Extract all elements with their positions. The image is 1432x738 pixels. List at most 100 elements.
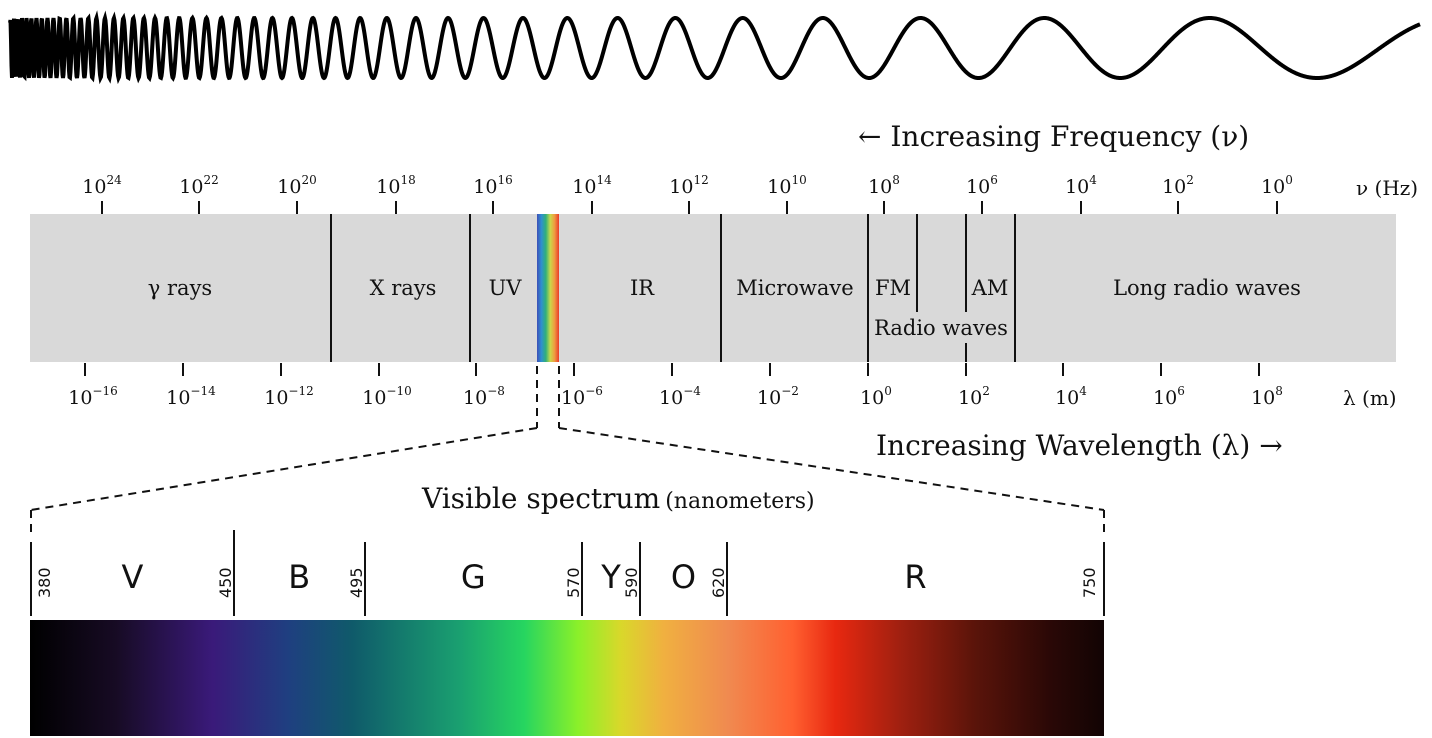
visible-color-letter: O (670, 558, 697, 596)
tick-exponent: 10 (791, 173, 807, 187)
wavelength-tick-label: 10−4 (659, 384, 701, 409)
wavelength-tick (475, 363, 477, 376)
wavelength-tick-label: 102 (958, 384, 990, 409)
frequency-tick-label: 100 (1261, 173, 1293, 198)
tick-exponent: −4 (683, 384, 701, 398)
tick-base: 10 (264, 387, 289, 409)
frequency-tick (395, 201, 397, 214)
increasing-wavelength-label: Increasing Wavelength (λ) → (876, 429, 1283, 462)
tick-exponent: 2 (982, 384, 990, 398)
tick-exponent: 22 (203, 173, 219, 187)
tick-exponent: 8 (1275, 384, 1283, 398)
tick-exponent: 16 (497, 173, 513, 187)
frequency-tick (1080, 201, 1082, 214)
band-gamma-rays: γ rays (147, 276, 213, 300)
band-uv: UV (488, 276, 522, 300)
visible-boundary-line (363, 542, 366, 616)
wavelength-tick-label: 10−10 (362, 384, 412, 409)
tick-exponent: 20 (301, 173, 317, 187)
tick-base: 10 (277, 176, 302, 198)
wavelength-tick (573, 363, 575, 376)
tick-exponent: 4 (1079, 384, 1087, 398)
frequency-tick-label: 1012 (669, 173, 708, 198)
tick-base: 10 (757, 387, 782, 409)
tick-exponent: −12 (288, 384, 314, 398)
wavelength-tick (1160, 363, 1162, 376)
wavelength-tick-label: 108 (1251, 384, 1283, 409)
tick-base: 10 (362, 387, 387, 409)
tick-base: 10 (82, 176, 107, 198)
frequency-tick-label: 104 (1065, 173, 1097, 198)
visible-boundary-line (581, 542, 583, 616)
visible-color-letter: V (121, 558, 144, 596)
tick-exponent: −2 (781, 384, 799, 398)
visible-boundary-line (233, 530, 235, 616)
band-microwave: Microwave (736, 276, 854, 300)
visible-boundary-label: 590 (622, 567, 641, 598)
tick-base: 10 (1162, 176, 1187, 198)
wavelength-tick (280, 363, 282, 376)
tick-exponent: 6 (990, 173, 998, 187)
tick-base: 10 (473, 176, 498, 198)
tick-base: 10 (1153, 387, 1178, 409)
tick-exponent: 14 (596, 173, 612, 187)
tick-base: 10 (561, 387, 586, 409)
wavelength-tick (182, 363, 184, 376)
divider-ir-microwave (720, 214, 722, 362)
tick-base: 10 (1055, 387, 1080, 409)
wavelength-tick (378, 363, 380, 376)
frequency-tick-label: 1022 (179, 173, 218, 198)
visible-color-letter: B (288, 558, 311, 596)
wavelength-tick-label: 10−8 (463, 384, 505, 409)
wavelength-tick (1258, 363, 1260, 376)
tick-base: 10 (966, 176, 991, 198)
band-long-radio-waves: Long radio waves (1113, 276, 1301, 300)
frequency-tick (981, 201, 983, 214)
visible-boundary-line (30, 542, 32, 616)
divider-microwave-radio (867, 214, 869, 362)
frequency-tick (883, 201, 885, 214)
tick-exponent: 2 (1186, 173, 1194, 187)
wavelength-tick-label: 10−6 (561, 384, 603, 409)
frequency-tick (1177, 201, 1179, 214)
tick-exponent: 0 (1285, 173, 1293, 187)
tick-exponent: −6 (585, 384, 603, 398)
tick-base: 10 (376, 176, 401, 198)
frequency-tick (688, 201, 690, 214)
wavelength-tick (965, 363, 967, 376)
tick-exponent: 8 (892, 173, 900, 187)
frequency-tick-label: 102 (1162, 173, 1194, 198)
frequency-tick (101, 201, 103, 214)
visible-boundary-label: 495 (346, 567, 366, 598)
wavelength-unit: λ (m) (1343, 386, 1397, 410)
tick-base: 10 (1251, 387, 1276, 409)
wave-illustration (8, 10, 1421, 85)
wavelength-tick-label: 10−2 (757, 384, 799, 409)
visible-boundary-label: 380 (35, 567, 54, 598)
wavelength-tick (867, 363, 869, 376)
band-radio-waves: Radio waves (874, 316, 1008, 340)
visible-color-letter: R (904, 558, 927, 596)
tick-exponent: 24 (106, 173, 122, 187)
tick-base: 10 (1261, 176, 1286, 198)
band-fm: FM (874, 276, 912, 300)
visible-boundary-label: 570 (564, 567, 583, 598)
visible-boundary-line (639, 542, 641, 616)
spectrum-band-bar (30, 214, 1396, 362)
tick-base: 10 (68, 387, 93, 409)
band-x-rays: X rays (369, 276, 437, 300)
frequency-tick (786, 201, 788, 214)
frequency-tick (591, 201, 593, 214)
wavelength-tick-label: 10−14 (166, 384, 216, 409)
frequency-tick-label: 1024 (82, 173, 121, 198)
divider-am-left-lower (965, 343, 967, 362)
tick-exponent: 6 (1177, 384, 1185, 398)
zoom-line-right-diagonal (558, 427, 1105, 511)
zoom-line-left-diagonal (30, 427, 538, 511)
wavelength-tick (84, 363, 86, 376)
visible-strip (537, 214, 559, 362)
frequency-tick (492, 201, 494, 214)
tick-exponent: −10 (386, 384, 412, 398)
visible-spectrum-gradient (30, 620, 1104, 736)
frequency-tick (1276, 201, 1278, 214)
